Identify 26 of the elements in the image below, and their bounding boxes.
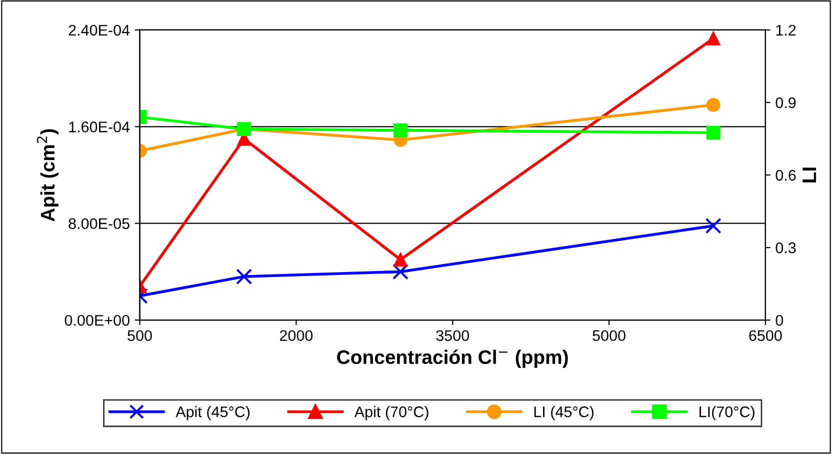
y2-axis-title: LI (802, 168, 816, 182)
y-tick-label: 0.00E+00 (64, 314, 130, 326)
legend-label: Apit (45°C) (176, 406, 250, 420)
y-axis-title: Apit (cm$^{2}$) (36, 129, 58, 222)
x-tick-label: 3500 (436, 330, 470, 342)
y2-tick-label: 0.3 (776, 242, 796, 254)
x-tick-label: 6500 (749, 330, 782, 342)
x-tick-label: 500 (128, 330, 152, 342)
point (392, 264, 408, 280)
point (706, 31, 720, 46)
y2-tick-label: 0.6 (776, 170, 796, 181)
legend-label: LI (45°C) (534, 406, 594, 420)
legend-label: LI(70°C) (700, 406, 754, 420)
y-tick-label: 1.60E-04 (69, 122, 130, 132)
point (705, 218, 722, 234)
y-tick-label: 2.40E-04 (68, 24, 130, 36)
y2-tick-label: 1.2 (776, 24, 796, 36)
y2-tick-label: 0 (776, 314, 784, 326)
legend-label: Apit (70°C) (354, 406, 428, 420)
x-tick-label: 5000 (592, 330, 626, 342)
x-tick-label: 2000 (280, 330, 313, 342)
x-axis-title: Concentración Cl$^{−}$ (ppm) (337, 350, 568, 368)
y2-tick-label: 0.9 (776, 97, 796, 108)
point (394, 252, 408, 267)
y-tick-label: 8.00E-05 (68, 218, 130, 230)
point (236, 268, 252, 285)
